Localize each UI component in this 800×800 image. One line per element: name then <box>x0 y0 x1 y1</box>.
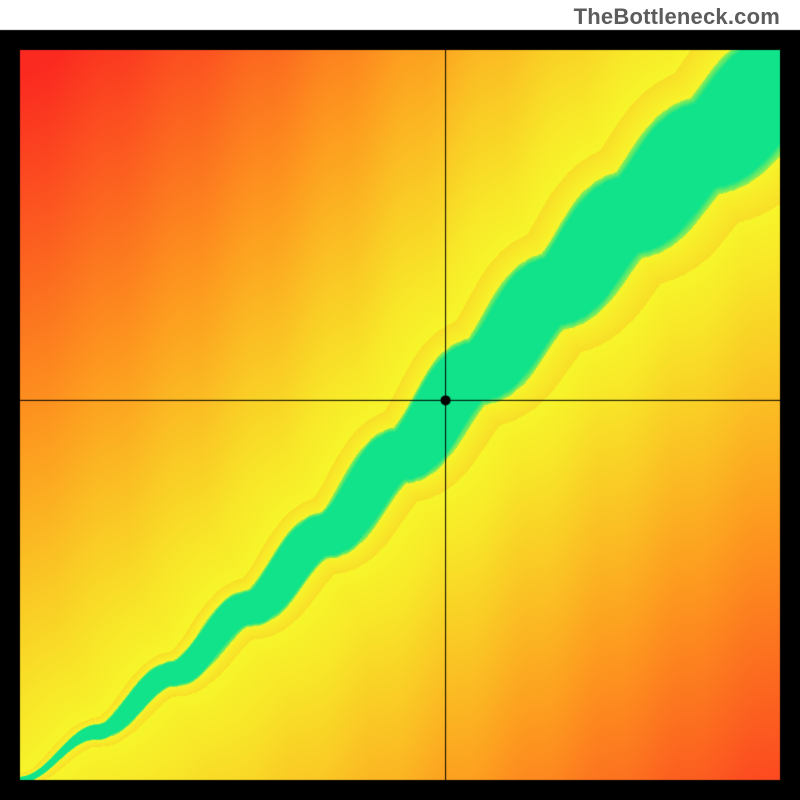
bottleneck-heatmap <box>0 0 800 800</box>
watermark-text: TheBottleneck.com <box>574 4 780 30</box>
chart-container: TheBottleneck.com <box>0 0 800 800</box>
